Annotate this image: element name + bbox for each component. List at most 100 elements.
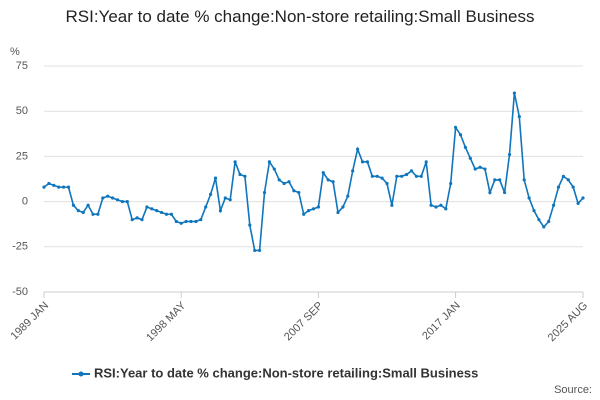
marker [169,212,173,216]
marker [429,203,433,207]
marker [267,160,271,164]
marker [204,205,208,209]
marker [522,178,526,182]
marker [62,185,66,189]
marker [106,194,110,198]
marker [311,207,316,211]
marker [223,196,227,200]
marker [145,205,149,209]
marker [81,210,85,215]
marker [552,203,556,207]
marker [228,198,232,202]
marker [365,160,369,164]
marker [243,174,247,178]
marker [287,180,291,184]
marker [125,200,129,204]
x-tick-label: 1989 JAN [9,300,52,343]
marker [478,165,482,169]
marker [507,152,512,157]
marker [561,174,566,178]
marker [493,178,497,182]
marker [434,205,438,209]
x-tick-label: 1998 MAY [144,299,189,344]
marker [160,210,164,215]
marker [57,185,61,189]
marker [414,174,418,178]
marker [155,209,159,213]
marker [400,174,404,178]
marker [101,196,105,200]
marker [130,218,134,222]
marker [566,178,570,182]
marker [424,160,428,164]
marker [194,219,198,224]
legend-marker [78,371,84,377]
marker [498,178,502,182]
marker [174,219,178,224]
marker [96,212,100,216]
marker [449,181,453,186]
marker [439,203,443,207]
marker [91,212,95,216]
marker [115,198,120,202]
marker [326,178,330,182]
marker [512,91,517,95]
y-tick-label: 0 [22,196,28,208]
marker [282,181,286,186]
marker [346,194,350,198]
marker [542,225,546,229]
marker [532,209,536,213]
source: Source: [554,384,592,396]
chart-title: RSI:Year to date % change:Non-store reta… [65,7,535,26]
marker [76,209,80,213]
marker [184,219,188,224]
marker [405,172,409,177]
marker [581,196,585,200]
marker [356,147,360,151]
marker [390,203,394,207]
marker [66,185,71,189]
marker [409,169,414,173]
x-tick-label: 2025 AUG [546,300,590,344]
marker [444,207,448,211]
marker [360,160,365,164]
marker [120,200,124,204]
legend-label: RSI:Year to date % change:Non-store reta… [94,365,478,380]
y-tick-label: 25 [16,150,28,162]
marker [262,190,267,195]
marker [385,181,389,186]
marker [238,172,242,177]
marker [351,169,355,173]
marker [272,167,276,171]
marker [483,167,487,171]
marker [331,180,335,184]
marker [179,221,183,225]
marker [556,185,561,189]
marker [336,210,340,215]
marker [537,218,541,222]
marker [199,218,203,222]
marker [517,115,521,119]
marker [42,185,46,189]
marker [52,183,56,187]
marker [213,176,218,180]
marker [135,216,139,220]
marker [488,190,492,195]
marker [468,156,472,160]
marker [209,192,213,196]
marker [454,125,458,130]
marker [86,203,90,207]
marker [218,209,222,213]
marker [527,196,531,200]
marker [111,196,115,200]
marker [321,171,325,175]
marker [316,205,320,209]
y-tick-label: 75 [16,60,28,72]
marker [150,207,154,211]
marker [419,174,423,178]
marker [140,218,144,222]
marker [571,185,575,189]
x-tick-label: 2017 JAN [420,300,463,343]
marker [258,248,262,253]
